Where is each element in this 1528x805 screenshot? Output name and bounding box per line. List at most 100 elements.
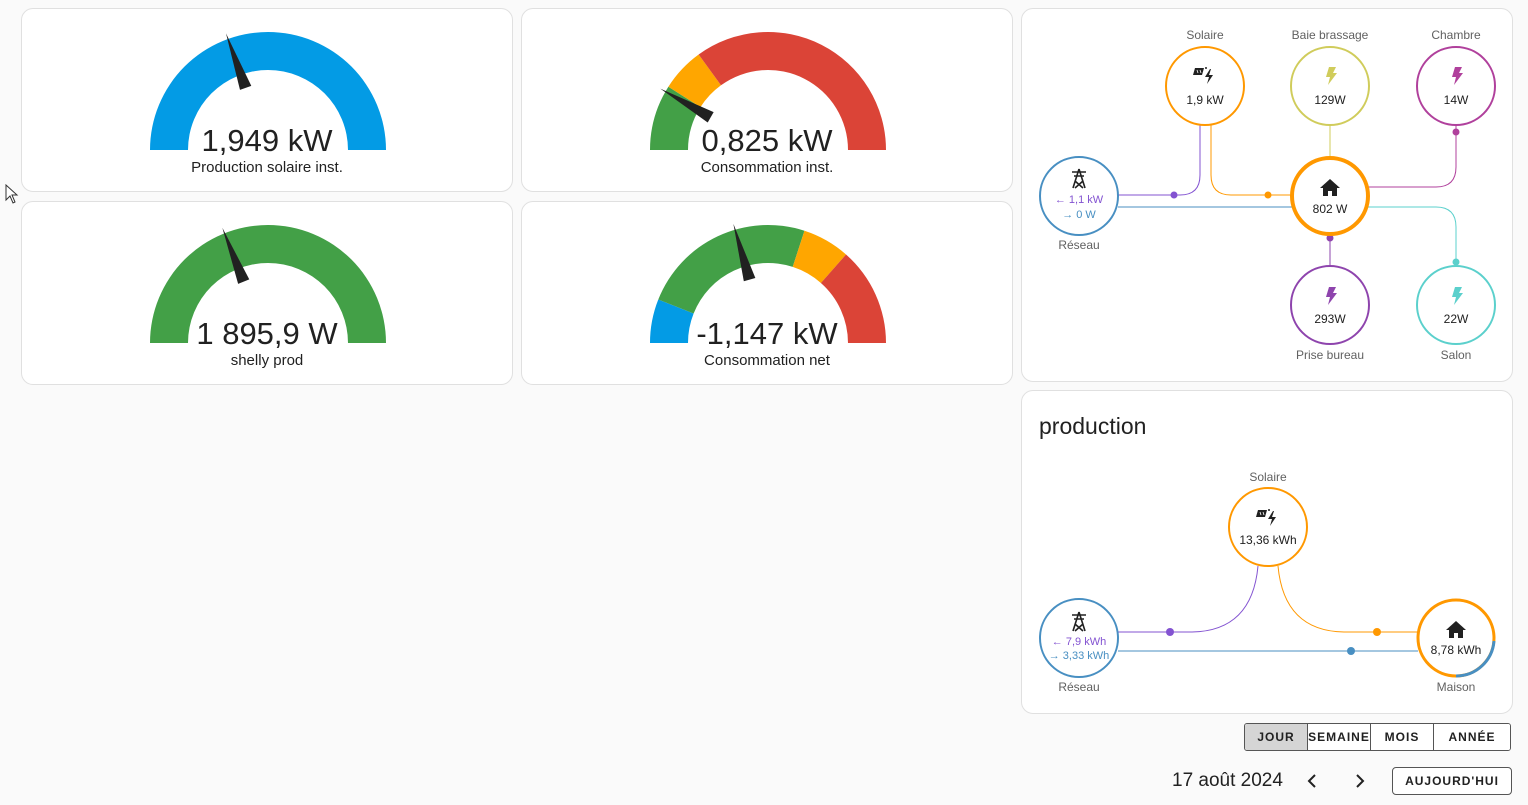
flow-dot bbox=[1264, 191, 1272, 199]
node-grid bbox=[1039, 598, 1119, 678]
gauge-segment bbox=[650, 299, 694, 343]
node-home-value: 8,78 kWh bbox=[1430, 643, 1482, 657]
node-chambre-name: Chambre bbox=[1431, 28, 1481, 42]
gauge-dial bbox=[150, 225, 386, 343]
gauge-card-consumption[interactable]: 0,825 kW Consommation inst. bbox=[521, 8, 1013, 192]
transmission-tower-icon bbox=[1072, 611, 1086, 632]
gauge-card-net-consumption[interactable]: -1,147 kW Consommation net bbox=[521, 201, 1013, 385]
gauge-card-solar-production[interactable]: 1,949 kW Production solaire inst. bbox=[21, 8, 513, 192]
flow-line-chambre bbox=[1368, 125, 1457, 188]
node-solar-name: Solaire bbox=[1249, 470, 1287, 484]
node-solar-name: Solaire bbox=[1186, 28, 1224, 42]
chevron-right-icon bbox=[1356, 774, 1365, 788]
gauge-dial bbox=[650, 223, 886, 343]
gauge-dial bbox=[150, 32, 386, 150]
power-flow-lines bbox=[1039, 46, 1496, 345]
flow-line-solar-grid bbox=[1118, 125, 1201, 196]
flow-line-solar-home bbox=[1210, 125, 1292, 196]
previous-period-button[interactable] bbox=[1302, 771, 1322, 791]
node-grid-name: Réseau bbox=[1058, 680, 1100, 694]
flow-dot bbox=[1373, 628, 1381, 636]
gauge-card-shelly-prod[interactable]: 1 895,9 W shelly prod bbox=[21, 201, 513, 385]
flow-dot bbox=[1326, 234, 1334, 242]
solar-panel-icon bbox=[1256, 509, 1276, 526]
gauge-segment bbox=[698, 31, 886, 150]
node-grid-export: → 0 W bbox=[1062, 209, 1096, 221]
home-icon bbox=[1320, 179, 1340, 196]
flow-dot bbox=[1452, 128, 1460, 136]
node-grid-name: Réseau bbox=[1058, 238, 1100, 252]
period-button-year[interactable]: ANNÉE bbox=[1434, 724, 1510, 750]
node-bureau bbox=[1290, 265, 1370, 345]
flow-dot bbox=[1170, 191, 1178, 199]
lightning-icon bbox=[1452, 67, 1463, 85]
node-grid-import: ← 1,1 kW bbox=[1054, 194, 1104, 206]
selected-date: 17 août 2024 bbox=[1172, 770, 1283, 791]
node-chambre bbox=[1416, 46, 1496, 126]
gauge-needle bbox=[222, 227, 250, 284]
node-salon-value: 22W bbox=[1443, 312, 1469, 326]
node-baie bbox=[1290, 46, 1370, 126]
lightning-icon bbox=[1326, 67, 1337, 85]
production-card: production Solaire 13,36 kWh ← 7,9 kWh →… bbox=[1021, 390, 1513, 714]
mouse-cursor-icon bbox=[5, 184, 19, 204]
node-bureau-name: Prise bureau bbox=[1295, 348, 1365, 362]
gauge-segment bbox=[150, 32, 386, 150]
gauge-value: -1,147 kW bbox=[696, 316, 838, 351]
node-grid bbox=[1039, 156, 1119, 236]
node-bureau-value: 293W bbox=[1314, 312, 1346, 326]
card-title: production bbox=[1039, 413, 1147, 439]
gauge-label: Consommation inst. bbox=[700, 159, 834, 176]
gauge-dial bbox=[650, 31, 886, 150]
gauge-label: shelly prod bbox=[230, 352, 304, 369]
energy-flow-lines bbox=[1039, 487, 1496, 678]
node-solar bbox=[1165, 46, 1245, 126]
node-salon bbox=[1416, 265, 1496, 345]
gauge-label: Production solaire inst. bbox=[191, 159, 343, 176]
gauge-segment bbox=[668, 54, 721, 108]
gauge-value: 1,949 kW bbox=[201, 123, 333, 158]
node-baie-name: Baie brassage bbox=[1291, 28, 1369, 42]
flow-dot bbox=[1347, 647, 1355, 655]
gauge-needle bbox=[225, 33, 252, 90]
gauge-value: 0,825 kW bbox=[701, 123, 833, 158]
lightning-icon bbox=[1326, 287, 1337, 305]
gauge-segment bbox=[150, 225, 386, 343]
node-home-grid-segment bbox=[1455, 640, 1496, 678]
solar-panel-icon bbox=[1193, 67, 1213, 84]
node-home-name: Maison bbox=[1436, 680, 1476, 694]
node-baie-value: 129W bbox=[1314, 93, 1346, 107]
today-button[interactable]: AUJOURD'HUI bbox=[1392, 767, 1512, 795]
gauge-value: 1 895,9 W bbox=[196, 316, 338, 351]
period-selector: JOUR SEMAINE MOIS ANNÉE bbox=[1244, 723, 1511, 751]
node-chambre-value: 14W bbox=[1443, 93, 1469, 107]
gauge-segment bbox=[820, 254, 886, 343]
flow-dot bbox=[1166, 628, 1174, 636]
period-button-month[interactable]: MOIS bbox=[1371, 724, 1434, 750]
gauge-segment bbox=[792, 230, 847, 283]
node-solar-value: 1,9 kW bbox=[1186, 93, 1224, 107]
node-home bbox=[1290, 156, 1370, 236]
lightning-icon bbox=[1452, 287, 1463, 305]
node-grid-import: ← 7,9 kWh bbox=[1051, 636, 1107, 648]
node-home-value: 802 W bbox=[1312, 202, 1348, 216]
flow-line-salon bbox=[1368, 206, 1457, 266]
transmission-tower-icon bbox=[1072, 168, 1086, 189]
gauge-segment bbox=[658, 225, 805, 314]
next-period-button[interactable] bbox=[1350, 771, 1370, 791]
period-button-day[interactable]: JOUR bbox=[1245, 724, 1308, 750]
gauge-label: Consommation net bbox=[704, 352, 830, 369]
home-icon bbox=[1446, 621, 1466, 638]
flow-line-solar-grid bbox=[1118, 565, 1259, 633]
node-grid-export: → 3,33 kWh bbox=[1048, 650, 1110, 662]
gauge-needle bbox=[660, 88, 714, 123]
node-solar bbox=[1228, 487, 1308, 567]
flow-line-solar-home bbox=[1277, 565, 1418, 633]
chevron-left-icon bbox=[1307, 774, 1316, 788]
flow-dot bbox=[1452, 258, 1460, 266]
gauge-needle bbox=[733, 223, 756, 282]
period-button-week[interactable]: SEMAINE bbox=[1308, 724, 1371, 750]
node-salon-name: Salon bbox=[1440, 348, 1472, 362]
node-solar-value: 13,36 kWh bbox=[1239, 533, 1297, 547]
power-flow-card: Solaire 1,9 kW Baie brassage 129W Chambr… bbox=[1021, 8, 1513, 382]
